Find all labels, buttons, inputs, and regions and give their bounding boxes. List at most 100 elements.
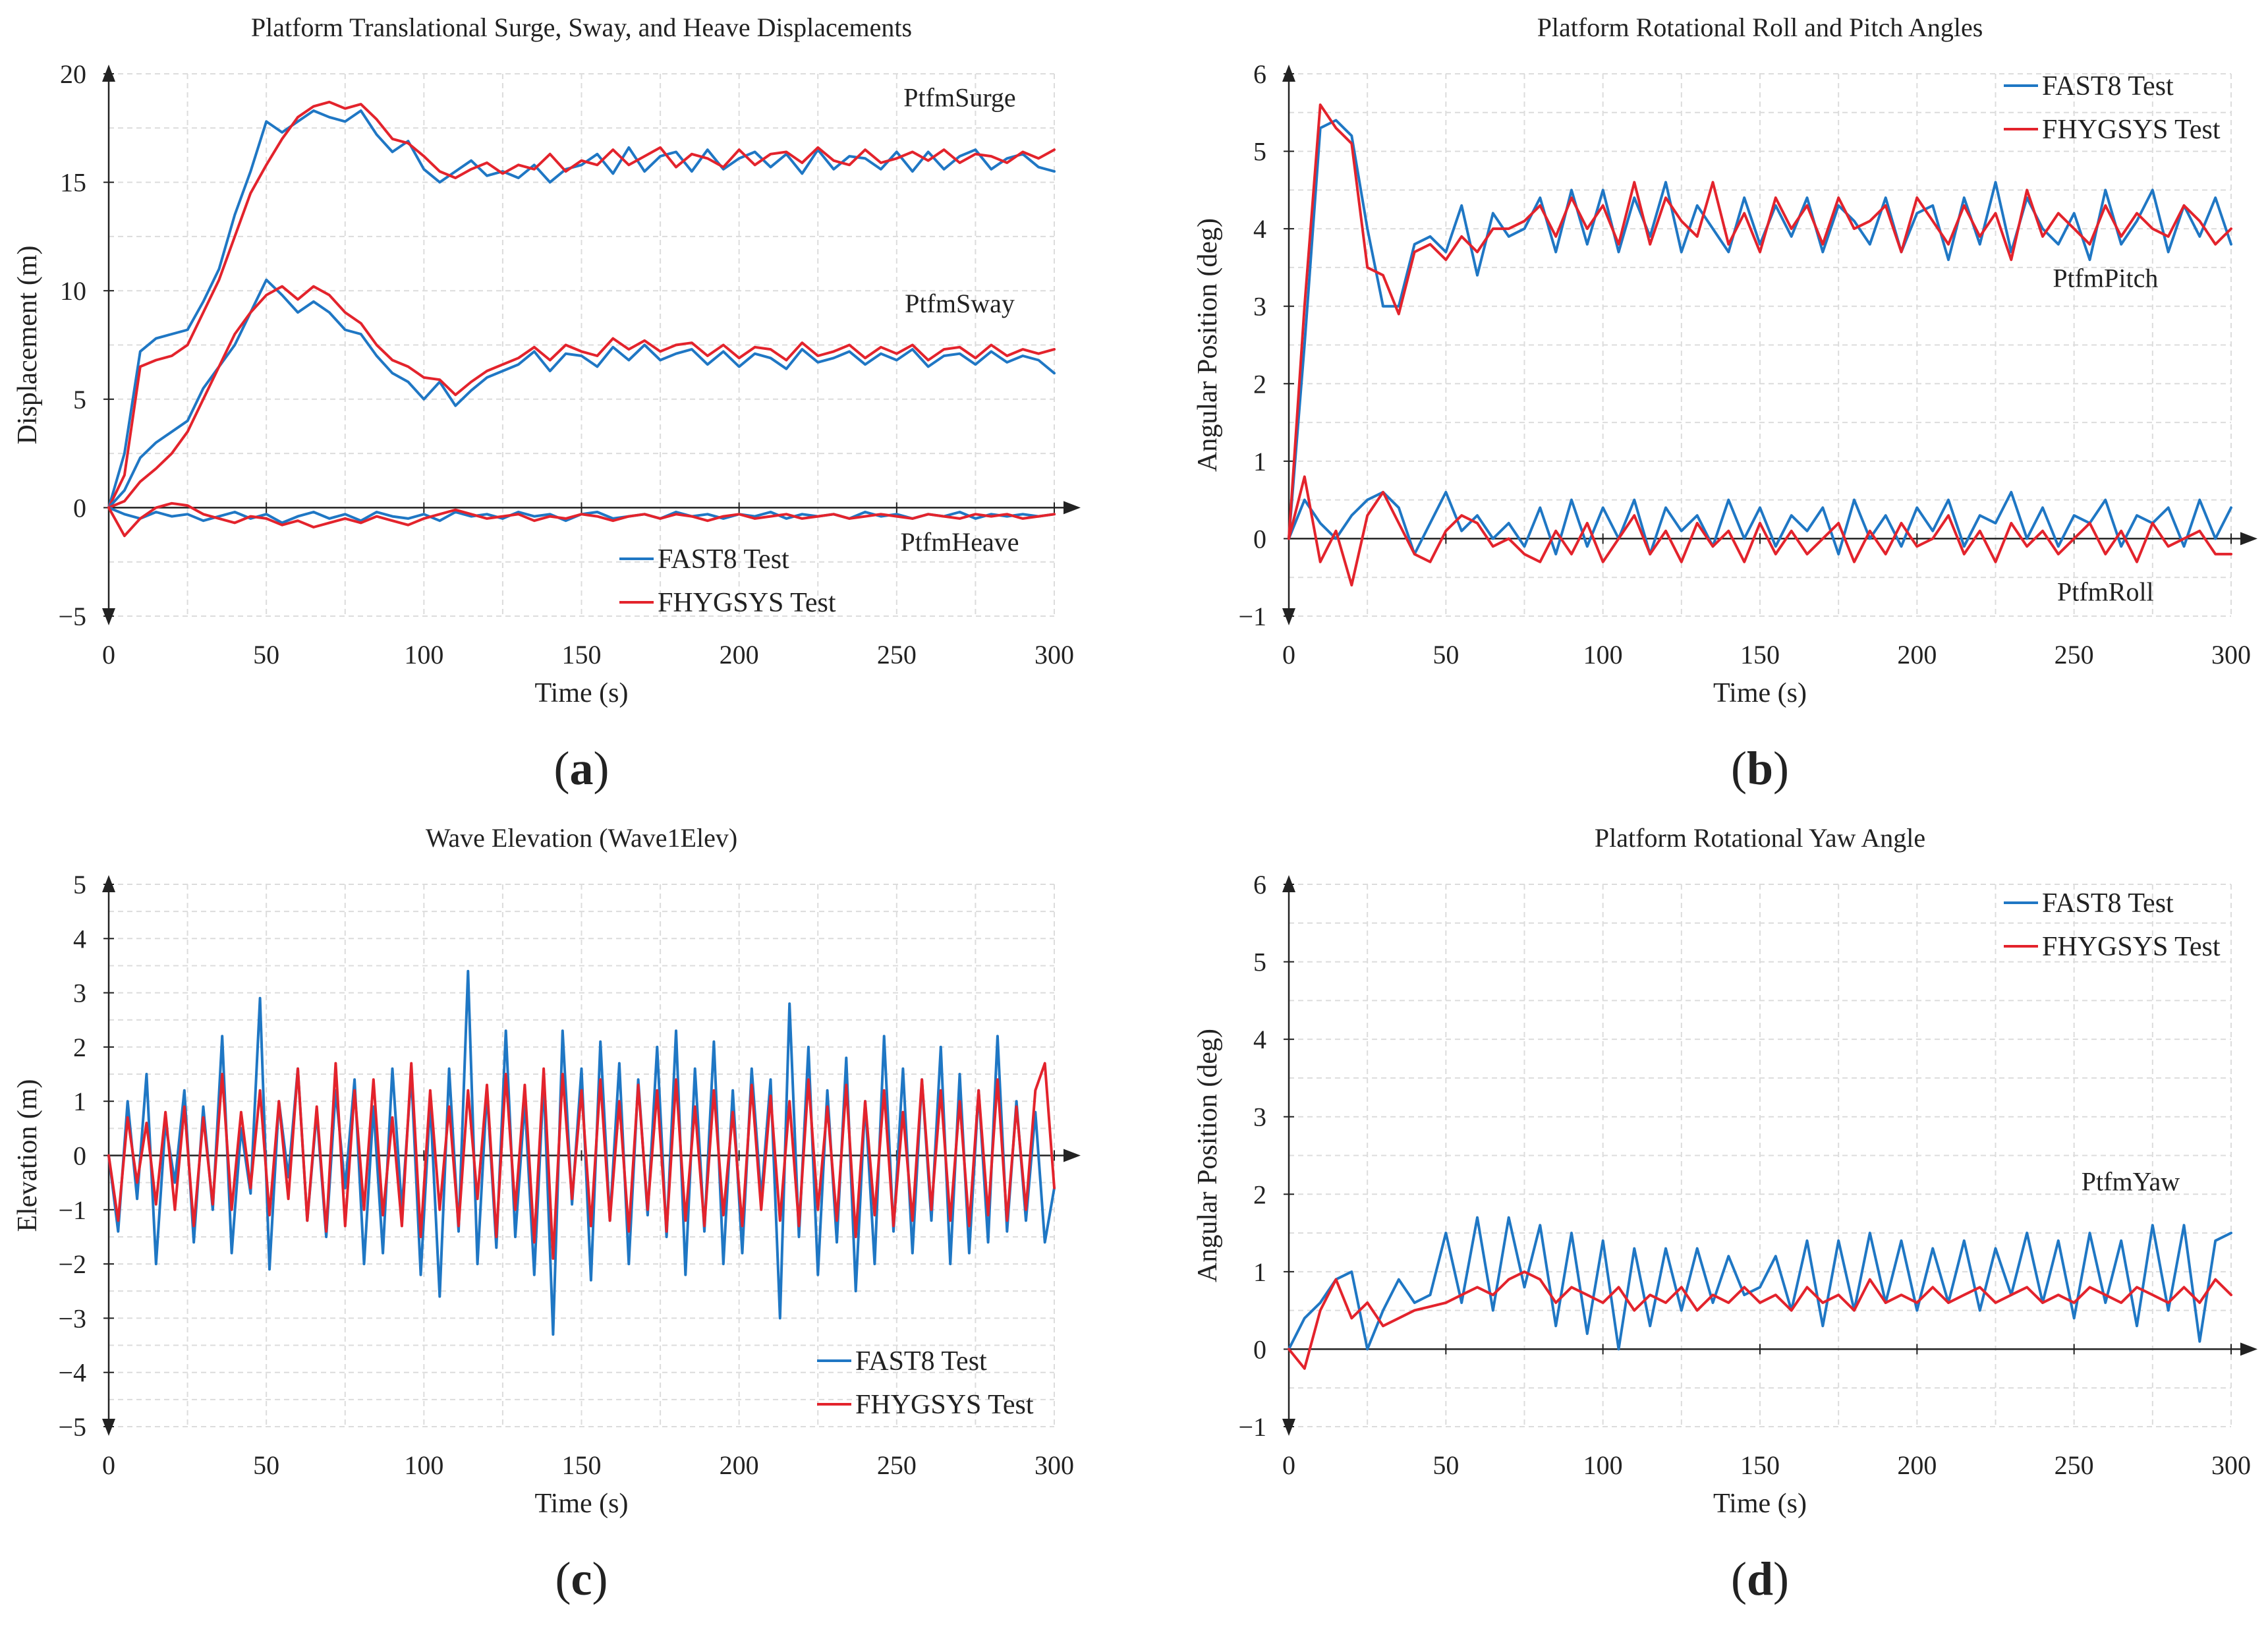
x-tick-label: 250 — [877, 1450, 917, 1480]
legend-label: FAST8 Test — [2042, 888, 2174, 919]
y-tick-label: 4 — [1253, 1025, 1266, 1054]
series-line-ptfmroll-fhygsys — [1288, 475, 2232, 586]
x-tick-label: 300 — [2211, 1450, 2251, 1480]
y-tick-label: −5 — [58, 1412, 86, 1442]
series-line-fhygsys — [107, 1062, 1056, 1260]
y-tick-label: 5 — [73, 385, 86, 414]
y-tick-label: 6 — [1253, 870, 1266, 899]
y-axis-label: Elevation (m) — [13, 1079, 43, 1232]
y-tick-label: 4 — [73, 924, 86, 954]
series-line-ptfmheave-fhygsys — [107, 501, 1056, 538]
x-axis-arrow-icon — [2240, 1342, 2257, 1356]
y-tick-label: −2 — [58, 1249, 86, 1279]
y-tick-label: 5 — [1253, 948, 1266, 977]
y-tick-label: −3 — [58, 1303, 86, 1333]
y-tick-label: 0 — [73, 493, 86, 523]
x-tick-label: 100 — [404, 1450, 443, 1480]
x-tick-label: 0 — [102, 1450, 115, 1480]
x-tick-label: 200 — [720, 640, 759, 670]
y-tick-label: 2 — [1253, 1180, 1266, 1209]
x-tick-label: 300 — [1035, 640, 1074, 670]
x-tick-label: 300 — [2211, 640, 2251, 670]
y-axis-label: Angular Position (deg) — [1193, 218, 1223, 472]
legend-label: FHYGSYS Test — [2042, 932, 2221, 962]
y-tick-label: 0 — [73, 1141, 86, 1171]
annotation-label: PtfmRoll — [2057, 577, 2154, 606]
legend-label: FAST8 Test — [2042, 71, 2174, 101]
x-tick-label: 50 — [253, 640, 279, 670]
series-line-ptfmsway-fhygsys — [107, 285, 1056, 509]
y-tick-label: 1 — [73, 1087, 86, 1116]
chart-title: Platform Translational Surge, Sway, and … — [251, 13, 912, 42]
y-axis-label: Angular Position (deg) — [1193, 1029, 1223, 1282]
y-tick-label: −1 — [58, 1195, 86, 1225]
x-tick-label: 0 — [1282, 1450, 1295, 1480]
x-tick-label: 250 — [2055, 640, 2094, 670]
x-tick-label: 150 — [1740, 1450, 1780, 1480]
legend-label: FHYGSYS Test — [658, 588, 836, 618]
y-tick-label: 0 — [1253, 524, 1266, 554]
y-tick-label: 20 — [60, 59, 86, 89]
x-axis-arrow-icon — [2240, 532, 2257, 546]
x-tick-label: 300 — [1035, 1450, 1074, 1480]
y-tick-label: 3 — [73, 979, 86, 1008]
chart-title: Platform Rotational Roll and Pitch Angle… — [1537, 13, 1983, 42]
x-tick-label: 0 — [1282, 640, 1295, 670]
chart-title: Wave Elevation (Wave1Elev) — [426, 823, 737, 853]
x-tick-label: 250 — [2055, 1450, 2094, 1480]
y-tick-label: 2 — [1253, 369, 1266, 399]
y-tick-label: −5 — [58, 602, 86, 631]
y-tick-label: 0 — [1253, 1334, 1266, 1364]
panel-label: (b) — [1731, 742, 1789, 795]
y-tick-label: 1 — [1253, 1257, 1266, 1287]
series-line-ptfmpitch-fast8 — [1288, 119, 2232, 540]
chart-a: Platform Translational Surge, Sway, and … — [13, 13, 1081, 795]
x-tick-label: 150 — [562, 640, 602, 670]
legend-label: FAST8 Test — [855, 1346, 987, 1377]
x-axis-arrow-icon — [1063, 501, 1081, 515]
x-axis-label: Time (s) — [1713, 1489, 1807, 1519]
panel-d: Platform Rotational Yaw Angle 0 50 100 150 20… — [1134, 811, 2268, 1622]
x-tick-label: 0 — [102, 640, 115, 670]
series-line-ptfmsurge-fast8 — [107, 109, 1056, 509]
series-line-ptfmyaw-fast8 — [1288, 1216, 2232, 1351]
x-tick-label: 100 — [1583, 640, 1623, 670]
legend-label: FHYGSYS Test — [855, 1390, 1034, 1420]
legend-label: FHYGSYS Test — [2042, 115, 2221, 145]
x-tick-label: 150 — [562, 1450, 602, 1480]
x-tick-label: 150 — [1740, 640, 1780, 670]
legend: FAST8 Test FHYGSYS Test — [817, 1346, 1034, 1420]
x-tick-label: 50 — [1432, 640, 1459, 670]
x-tick-label: 250 — [877, 640, 917, 670]
y-tick-label: 5 — [73, 870, 86, 899]
x-tick-label: 50 — [1432, 1450, 1459, 1480]
panel-b: Platform Rotational Roll and Pitch Angle… — [1134, 0, 2268, 811]
legend-label: FAST8 Test — [658, 544, 789, 575]
annotation-label: PtfmYaw — [2082, 1166, 2180, 1196]
legend: FAST8 Test FHYGSYS Test — [619, 544, 836, 618]
legend: FAST8 Test FHYGSYS Test — [2004, 71, 2221, 145]
x-axis-arrow-icon — [1063, 1149, 1081, 1162]
panel-a: Platform Translational Surge, Sway, and … — [0, 0, 1134, 811]
y-tick-label: 3 — [1253, 292, 1266, 322]
series-line-ptfmyaw-fhygsys — [1288, 1270, 2232, 1370]
series-line-ptfmsway-fast8 — [107, 278, 1056, 509]
y-tick-label: 15 — [60, 168, 86, 198]
y-tick-label: 4 — [1253, 214, 1266, 244]
x-tick-label: 200 — [1897, 1450, 1937, 1480]
annotation-label: PtfmSurge — [903, 82, 1015, 112]
x-tick-label: 200 — [720, 1450, 759, 1480]
y-tick-label: 10 — [60, 276, 86, 306]
annotation-label: PtfmPitch — [2053, 263, 2158, 293]
x-axis-label: Time (s) — [535, 678, 629, 708]
x-tick-label: 100 — [404, 640, 443, 670]
panel-label: (c) — [555, 1553, 608, 1605]
y-tick-label: −1 — [1238, 602, 1266, 631]
chart-c: Wave Elevation (Wave1Elev)0 50 100 150 200 25… — [13, 823, 1081, 1605]
y-tick-label: 2 — [73, 1033, 86, 1062]
y-axis-label: Displacement (m) — [13, 245, 43, 444]
x-axis-label: Time (s) — [535, 1489, 629, 1519]
x-tick-label: 200 — [1897, 640, 1937, 670]
y-tick-label: 3 — [1253, 1102, 1266, 1132]
